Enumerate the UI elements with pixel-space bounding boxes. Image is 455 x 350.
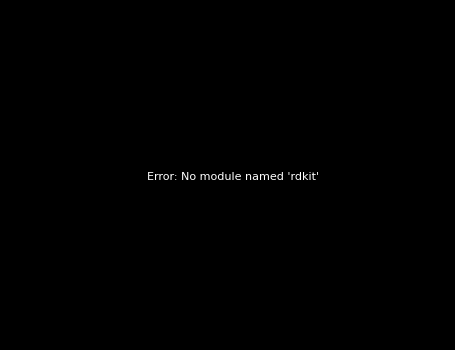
Text: Error: No module named 'rdkit': Error: No module named 'rdkit' bbox=[147, 172, 319, 182]
